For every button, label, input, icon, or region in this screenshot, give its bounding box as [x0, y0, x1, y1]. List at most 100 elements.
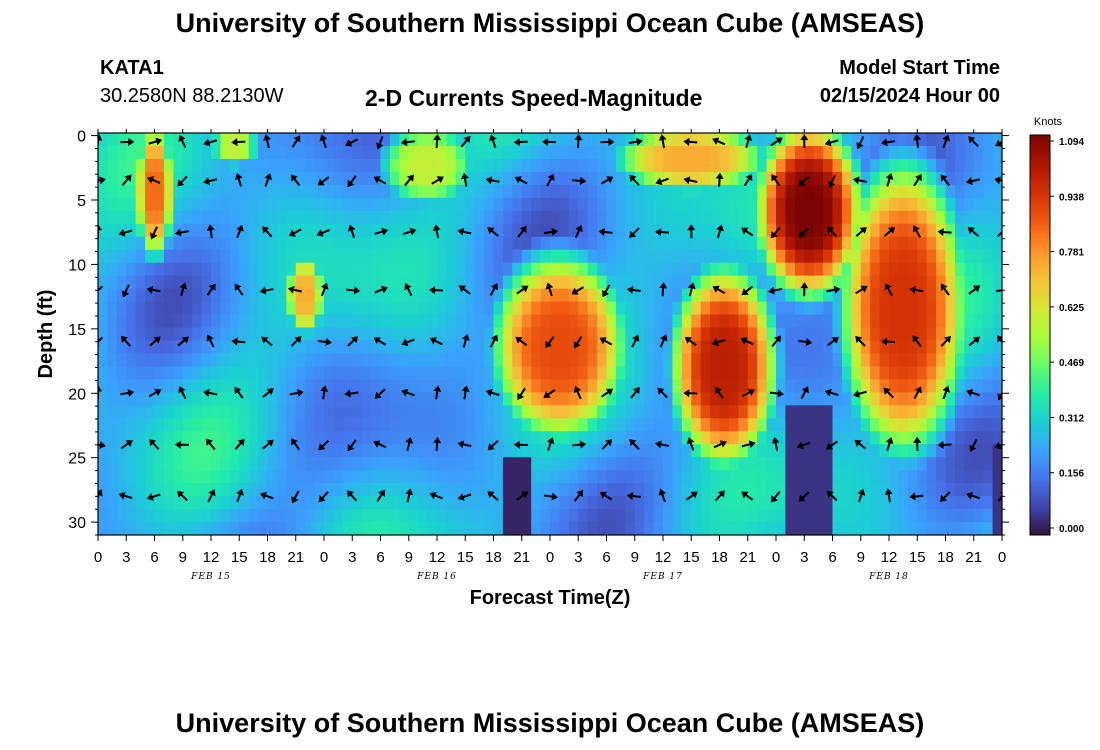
heat-cell	[785, 133, 796, 147]
heat-cell	[766, 405, 777, 419]
current-arrow	[937, 228, 952, 237]
current-arrow	[966, 177, 980, 186]
heat-cell	[851, 353, 862, 368]
heat-cell	[239, 444, 250, 458]
heat-cell	[606, 431, 617, 445]
heat-cell	[691, 379, 702, 393]
current-arrow	[318, 440, 330, 451]
heat-cell	[757, 353, 768, 368]
current-vectors	[98, 134, 1002, 504]
heat-cell	[107, 158, 118, 173]
x-tick-label: 6	[602, 549, 610, 566]
current-arrow	[120, 389, 135, 397]
heat-cell	[201, 340, 212, 355]
heat-cell	[258, 418, 269, 432]
heat-cell	[286, 509, 297, 523]
heat-cell	[747, 483, 758, 497]
heat-cell	[973, 379, 984, 393]
heat-cell	[898, 418, 909, 432]
heat-cell	[681, 496, 692, 510]
heat-cell	[700, 418, 711, 432]
heat-cell	[418, 418, 429, 432]
heat-cell	[587, 133, 598, 147]
heat-cell	[324, 133, 335, 147]
current-arrow	[317, 337, 332, 346]
chart-subtitle: 2-D Currents Speed-Magnitude	[365, 85, 703, 111]
heat-cell	[568, 301, 579, 316]
heat-cell	[239, 210, 250, 225]
heat-cell	[173, 210, 184, 225]
heat-cell	[634, 379, 645, 393]
heat-cell	[455, 405, 466, 419]
heat-cell	[813, 288, 824, 303]
heat-cell	[785, 340, 796, 355]
heat-cell	[794, 262, 805, 277]
heat-cell	[418, 457, 429, 471]
heat-cell	[333, 522, 344, 535]
heat-cell	[502, 522, 513, 535]
heat-cell	[267, 353, 278, 368]
heat-cell	[625, 496, 636, 510]
heat-cell	[973, 314, 984, 329]
heat-cell	[352, 509, 363, 523]
heat-cell	[408, 236, 419, 251]
heat-cell	[333, 457, 344, 471]
heat-cell	[116, 496, 127, 510]
heat-cell	[634, 197, 645, 212]
heat-cell	[681, 470, 692, 484]
heat-cell	[163, 288, 174, 303]
x-tick-label: 0	[94, 549, 102, 566]
heat-cell	[672, 133, 683, 147]
heat-cell	[305, 470, 316, 484]
heat-cell	[700, 314, 711, 329]
heat-cell	[747, 133, 758, 147]
current-arrow	[855, 335, 866, 347]
heat-cell	[663, 522, 674, 535]
current-arrow	[374, 227, 389, 236]
heat-cell	[653, 184, 664, 199]
heat-cell	[154, 262, 165, 277]
current-arrow	[203, 177, 218, 186]
heat-cell	[267, 431, 278, 445]
heat-cell	[305, 444, 316, 458]
heat-cell	[719, 522, 730, 535]
heat-cell	[455, 496, 466, 510]
heat-cell	[286, 444, 297, 458]
heat-cell	[992, 418, 1002, 432]
heat-cell	[898, 457, 909, 471]
heat-cell	[512, 145, 523, 160]
heat-cell	[229, 158, 240, 173]
heat-cell	[738, 483, 749, 497]
heat-cell	[239, 405, 250, 419]
heat-cell	[813, 353, 824, 368]
heat-cell	[389, 405, 400, 419]
heat-cell	[276, 249, 287, 264]
heat-cell	[691, 249, 702, 264]
heat-cell	[201, 392, 212, 406]
heat-cell	[954, 509, 965, 523]
heat-cell	[145, 470, 156, 484]
heat-cell	[484, 353, 495, 368]
heat-cell	[135, 470, 146, 484]
heat-cell	[879, 418, 890, 432]
current-arrow	[514, 176, 528, 185]
heat-cell	[163, 470, 174, 484]
heat-cell	[540, 470, 551, 484]
heat-cell	[163, 431, 174, 445]
heat-cell	[239, 184, 250, 199]
heat-cell	[747, 314, 758, 329]
heat-cell	[728, 392, 739, 406]
heat-cell	[860, 288, 871, 303]
heat-cell	[484, 457, 495, 471]
heat-cell	[813, 366, 824, 380]
heat-cell	[182, 522, 193, 535]
heat-cell	[644, 184, 655, 199]
heat-cell	[926, 197, 937, 212]
heat-cell	[832, 275, 843, 290]
heat-cell	[465, 133, 476, 147]
heat-cell	[841, 301, 852, 316]
heat-cell	[776, 509, 787, 523]
heat-cell	[691, 158, 702, 173]
heat-cell	[879, 405, 890, 419]
heat-cell	[540, 184, 551, 199]
